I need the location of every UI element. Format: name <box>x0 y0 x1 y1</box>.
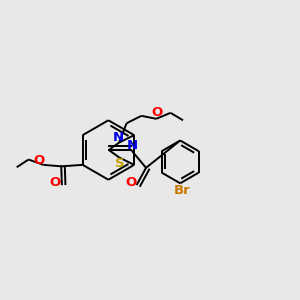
Text: O: O <box>125 176 137 189</box>
Text: O: O <box>33 154 44 166</box>
Text: N: N <box>127 139 138 152</box>
Text: O: O <box>50 176 61 189</box>
Text: O: O <box>152 106 163 119</box>
Text: N: N <box>113 131 124 144</box>
Text: S: S <box>115 158 125 170</box>
Text: Br: Br <box>173 184 190 197</box>
